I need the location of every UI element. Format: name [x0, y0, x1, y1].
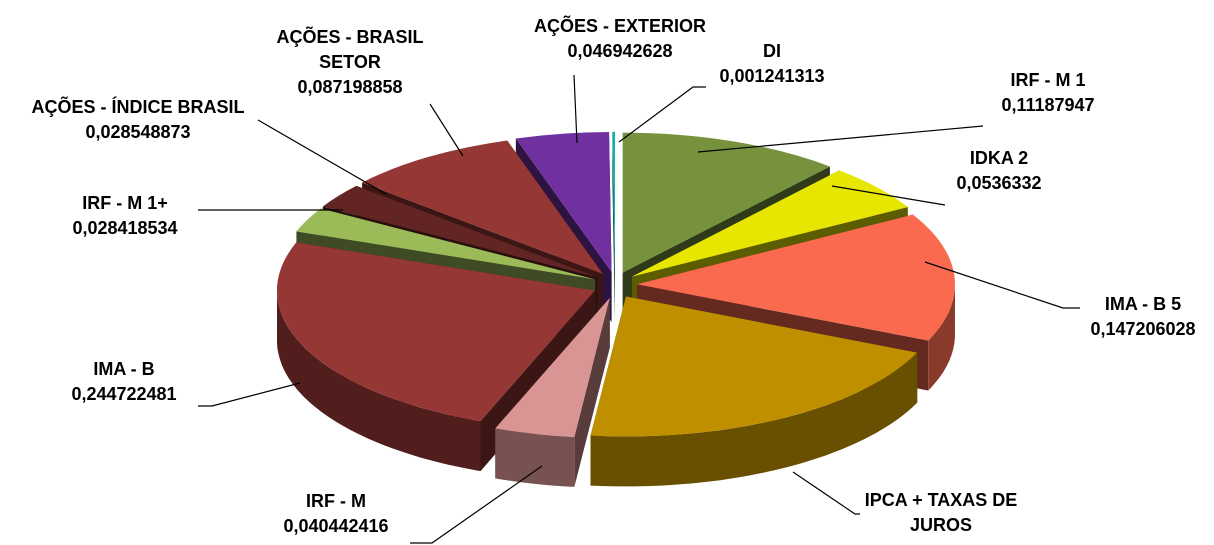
leader-line-acoes-exterior	[573, 74, 578, 144]
data-label-di: DI 0,001241313	[719, 41, 824, 86]
data-label-ima-b: IMA - B 0,244722481	[71, 359, 176, 404]
data-label-acoes-brasil-setor: AÇÕES - BRASIL SETOR 0,087198858	[276, 26, 423, 97]
slice-ipca-taxas-de-juros	[590, 296, 918, 487]
data-label-ima-b-5: IMA - B 5 0,147206028	[1090, 294, 1195, 339]
data-label-acoes-exterior: AÇÕES - EXTERIOR 0,046942628	[534, 15, 706, 61]
data-label-irf-m-1: IRF - M 1 0,11187947	[1001, 70, 1094, 115]
data-labels: IRF - M 1 0,11187947 IDKA 2 0,0536332 IMA - …	[31, 15, 1195, 536]
data-label-idka-2: IDKA 2 0,0536332	[956, 148, 1041, 193]
leader-line-acoes-brasil-setor	[429, 103, 464, 157]
leader-line-irf-m-1	[697, 125, 984, 153]
leader-line-di	[618, 86, 706, 143]
data-label-irf-m: IRF - M 0,040442416	[283, 491, 388, 536]
leader-line-ipca-taxas-de-juros	[792, 471, 860, 515]
data-label-acoes-indice-brasil: AÇÕES - ÍNDICE BRASIL 0,028548873	[31, 96, 244, 142]
pie-slices	[276, 131, 955, 487]
leader-line-ima-b	[198, 382, 301, 407]
leader-line-ima-b-5	[924, 261, 1080, 309]
slice-irf-m	[495, 297, 610, 487]
leader-lines	[198, 74, 1080, 544]
leader-line-idka-2	[831, 185, 946, 206]
data-label-irf-m-1: IRF - M 1+ 0,028418534	[72, 193, 177, 238]
leader-line-acoes-indice-brasil	[257, 119, 387, 195]
leader-line-irf-m	[410, 465, 543, 544]
data-label-ipca-taxas-de-juros: IPCA + TAXAS DE JUROS	[865, 490, 1018, 535]
slice-di	[612, 131, 615, 322]
